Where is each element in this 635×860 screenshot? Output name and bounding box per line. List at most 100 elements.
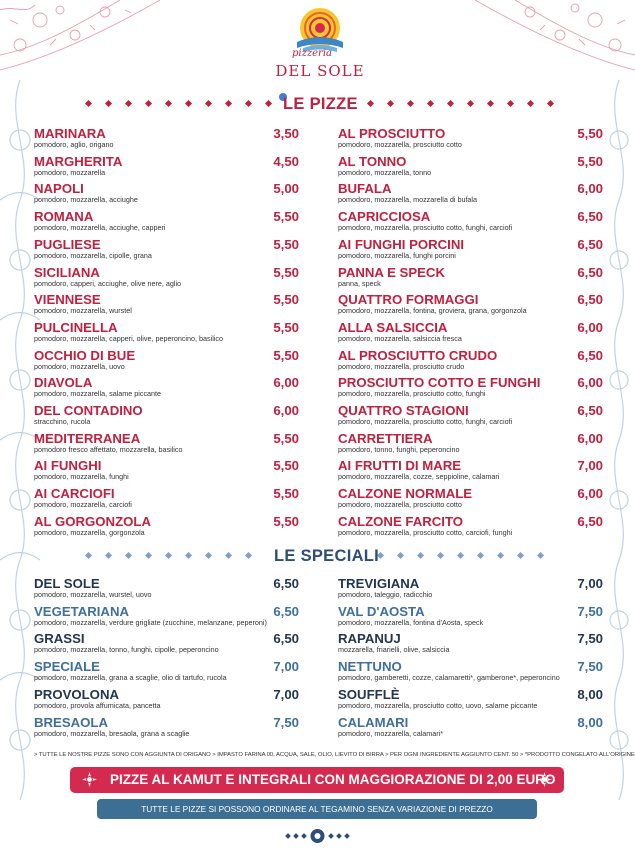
menu-item: DEL SOLE 6,50 pomodoro, mozzarella, wurste…: [34, 576, 299, 604]
item-price: 3,50: [273, 126, 299, 141]
item-name: SPECIALE: [34, 659, 100, 675]
bottom-ornament: [285, 829, 350, 843]
item-ingredients: pomodoro, aglio, origano: [34, 140, 114, 149]
menu-item: CAPRICCIOSA 6,50 pomodoro, mozzarella, pro…: [338, 209, 603, 237]
item-ingredients: pomodoro fresco affettato, mozzarella, b…: [34, 444, 183, 454]
item-name: ALLA SALSICCIA: [338, 319, 448, 335]
footnote: > TUTTE LE NOSTRE PIZZE SONO CON AGGIUNT…: [34, 752, 635, 758]
item-price: 6,50: [577, 513, 603, 529]
item-name: CAPRICCIOSA: [338, 209, 431, 225]
pizze-title: LE PIZZE: [283, 95, 358, 113]
item-ingredients: pomodoro, mozzarella, calamari*: [338, 728, 444, 738]
rosette-icon: [82, 772, 97, 787]
menu-item: QUATTRO STAGIONI 6,50 pomodoro, mozzarella…: [338, 403, 603, 431]
item-ingredients: pomodoro, mozzarella, acciughe: [34, 195, 138, 205]
item-name: PROVOLONA: [34, 686, 119, 702]
menu-item: ROMANA 5,50 pomodoro, mozzarella, acciughe…: [34, 209, 299, 237]
item-ingredients: pomodoro, mozzarella, tonno: [338, 167, 432, 177]
item-name: CALZONE FARCITO: [338, 513, 464, 529]
menu-item: ALLA SALSICCIA 6,00 pomodoro, mozzarella, …: [338, 320, 603, 348]
item-price: 7,50: [577, 603, 603, 619]
menu-item: GRASSI 6,50 pomodoro, mozzarella, tonno, f…: [34, 631, 299, 659]
item-name: AL TONNO: [338, 153, 407, 169]
item-price: 6,50: [273, 603, 299, 619]
item-price: 5,50: [273, 319, 299, 335]
menu-item: DEL CONTADINO 6,00 stracchino, rucola: [34, 403, 299, 431]
item-ingredients: pomodoro, mozzarella, cipolle, grana: [34, 250, 152, 260]
menu-item: AL GORGONZOLA 5,50 pomodoro, mozzarella, g…: [34, 514, 299, 542]
item-name: AI CARCIOFI: [34, 486, 115, 502]
item-ingredients: pomodoro, mozzarella, verdure grigliate …: [34, 617, 267, 627]
item-ingredients: pomodoro, gamberetti, cozze, calamaretti…: [338, 673, 560, 683]
menu-item: PROVOLONA 7,00 pomodoro, provola affumicat…: [34, 687, 299, 715]
item-name: VAL D'AOSTA: [338, 603, 425, 619]
menu-item: TREVIGIANA 7,00 pomodoro, taleggio, radicc…: [338, 576, 603, 604]
menu-item: QUATTRO FORMAGGI 6,50 pomodoro, mozzarella…: [338, 292, 603, 320]
item-ingredients: pomodoro, taleggio, radicchio: [338, 590, 433, 599]
item-price: 6,50: [577, 236, 603, 252]
item-name: QUATTRO FORMAGGI: [338, 292, 479, 308]
item-price: 5,50: [577, 126, 603, 141]
item-ingredients: pomodoro, mozzarella, fontina d'Aosta, s…: [338, 617, 484, 627]
menu-item: CALZONE FARCITO 6,50 pomodoro, mozzarella,…: [338, 514, 603, 542]
item-price: 4,50: [273, 153, 299, 169]
item-name: DIAVOLA: [34, 375, 93, 391]
menu-item: VIENNESE 5,50 pomodoro, mozzarella, wurste…: [34, 292, 299, 320]
item-ingredients: pomodoro, mozzarella, carciofi: [34, 500, 132, 510]
item-ingredients: pomodoro, tonno, funghi, peperoncino: [338, 444, 460, 454]
menu-item: SICILIANA 5,50 pomodoro, capperi, acciughe…: [34, 265, 299, 293]
item-price: 7,50: [577, 631, 603, 647]
item-name: AI FUNGHI: [34, 458, 102, 474]
brand-logo: pizzeria DEL SOLE: [270, 6, 370, 86]
item-name: PROSCIUTTO COTTO E FUNGHI: [338, 375, 541, 391]
item-ingredients: pomodoro, mozzarella, prosciutto crudo: [338, 361, 465, 371]
item-ingredients: pomodoro, provola affumicata, pancetta: [34, 700, 161, 710]
brand-name: DEL SOLE: [275, 62, 365, 80]
item-price: 7,00: [577, 458, 603, 474]
menu-item: CARRETTIERA 6,00 pomodoro, tonno, funghi, …: [338, 431, 603, 459]
item-name: PANNA E SPECK: [338, 264, 445, 280]
item-ingredients: pomodoro, mozzarella, salsiccia fresca: [338, 333, 462, 343]
item-name: VEGETARIANA: [34, 603, 130, 619]
item-ingredients: pomodoro, mozzarella, gorgonzola: [34, 527, 145, 537]
pizza-illustration-left: [0, 0, 161, 71]
item-price: 7,00: [273, 659, 299, 675]
item-ingredients: pomodoro, mozzarella, acciughe, capperi: [34, 223, 166, 233]
header-dot: [279, 93, 287, 101]
menu-item: CALAMARI 8,00 pomodoro, mozzarella, calama…: [338, 715, 603, 743]
item-price: 6,50: [577, 264, 603, 280]
item-name: GRASSI: [34, 631, 85, 647]
item-ingredients: pomodoro, mozzarella, funghi: [34, 472, 129, 482]
item-price: 7,00: [273, 686, 299, 702]
item-name: DEL SOLE: [34, 576, 100, 591]
item-price: 7,50: [273, 714, 299, 730]
pizza-illustration-right: [474, 0, 635, 71]
item-name: NAPOLI: [34, 181, 84, 197]
tegamino-banner: TUTTE LE PIZZE SI POSSONO ORDINARE AL TE…: [97, 799, 537, 819]
menu-item: AL PROSCIUTTO 5,50 pomodoro, mozzarella, p…: [338, 126, 603, 154]
item-name: AL PROSCIUTTO: [338, 126, 446, 141]
item-ingredients: pomodoro, mozzarella, mozzarella di bufa…: [338, 195, 478, 205]
item-ingredients: pomodoro, mozzarella: [34, 167, 106, 177]
item-name: CALAMARI: [338, 714, 409, 730]
item-price: 7,00: [577, 576, 603, 591]
item-price: 6,50: [273, 631, 299, 647]
item-name: AI FUNGHI PORCINI: [338, 236, 465, 252]
item-name: AI FRUTTI DI MARE: [338, 458, 462, 474]
menu-item: OCCHIO DI BUE 5,50 pomodoro, mozzarella, u…: [34, 348, 299, 376]
item-name: QUATTRO STAGIONI: [338, 403, 469, 418]
item-price: 5,50: [273, 236, 299, 252]
item-ingredients: pomodoro, mozzarella, prosciutto cotto: [338, 500, 462, 510]
item-price: 5,00: [273, 181, 299, 197]
item-price: 6,50: [577, 403, 603, 418]
item-name: NETTUNO: [338, 659, 402, 675]
item-price: 6,00: [577, 319, 603, 335]
item-price: 8,00: [577, 714, 603, 730]
item-ingredients: stracchino, rucola: [34, 417, 91, 426]
side-ornament-right: [609, 80, 629, 801]
item-name: SICILIANA: [34, 264, 100, 280]
menu-item: SOUFFLÈ 8,00 pomodoro, mozzarella, prosciu…: [338, 687, 603, 715]
item-price: 6,00: [273, 375, 299, 391]
menu-item: AL PROSCIUTTO CRUDO 6,50 pomodoro, mozzare…: [338, 348, 603, 376]
item-price: 6,00: [577, 375, 603, 391]
